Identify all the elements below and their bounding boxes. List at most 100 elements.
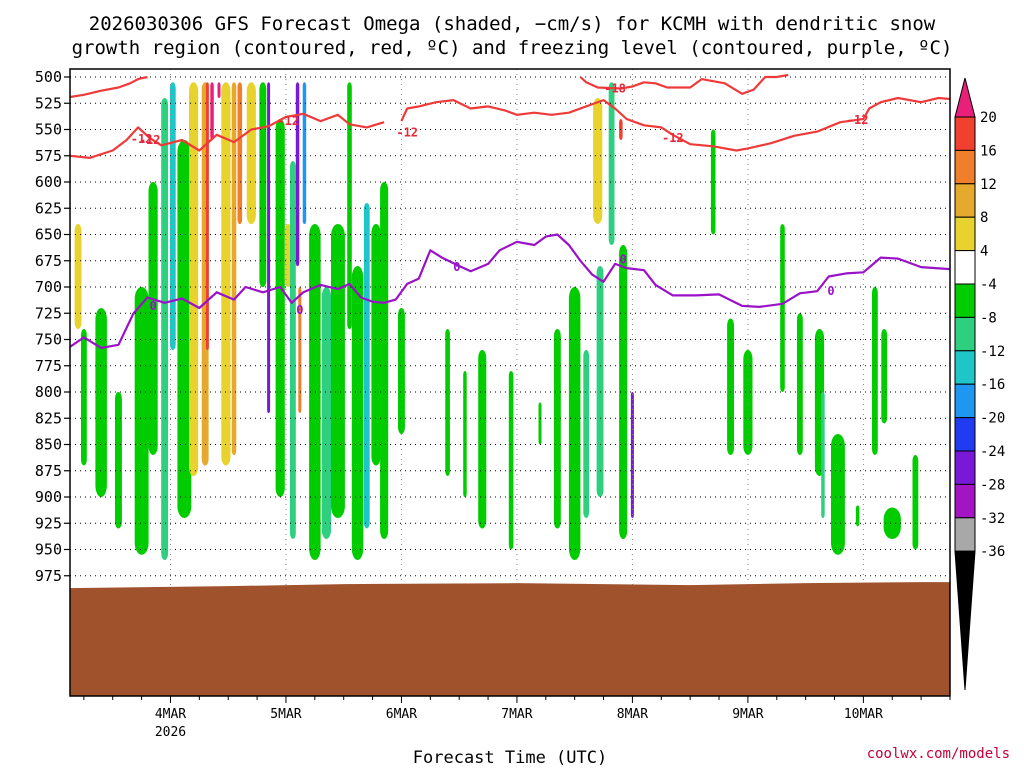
red-contour-0 [70,75,148,99]
y-tick-label-875: 875 [35,462,62,480]
y-tick-label-500: 500 [35,68,62,86]
colorbar-label--32: -32 [980,511,1005,527]
omega-cell-25 [302,82,307,225]
omega-cell-23 [295,82,300,267]
omega-cell-63 [821,392,825,518]
omega-cell-54 [701,266,707,335]
colorbar-label-4: 4 [980,244,988,260]
colorbar-bottom-arrow [954,550,976,691]
colorbar-box-5 [954,250,976,285]
omega-cell-36 [423,381,426,403]
chart-title-line1: 2026030306 GFS Forecast Omega (shaded, −… [89,13,936,35]
red-contour-extra-label-1: -12 [396,126,418,140]
omega-cell-39 [478,350,487,529]
y-tick-label-700: 700 [35,278,62,296]
omega-cell-51 [636,82,640,193]
chart-title-line2: growth region (contoured, red, ºC) and f… [72,37,953,59]
omega-cell-15 [231,82,237,456]
y-tick-label-925: 925 [35,514,62,532]
omega-cell-9 [189,82,199,477]
omega-cell-26 [309,224,321,560]
x-tick-label-8MAR: 8MAR [617,707,648,722]
x-axis-title: Forecast Time (UTC) [413,748,607,768]
omega-cell-24 [298,287,302,413]
y-tick-label-750: 750 [35,331,62,349]
omega-cell-38 [463,371,467,497]
omega-cell-3 [115,392,122,529]
y-tick-label-775: 775 [35,357,62,375]
omega-cell-13 [217,82,221,99]
omega-cell-17 [246,82,256,225]
y-axis: 500 525 550 575 600 625 650 675 700 725 750 775 800 8… [35,68,70,585]
colorbar-label--36: -36 [980,544,1005,560]
colorbar-label-12: 12 [980,177,997,193]
y-tick-label-550: 550 [35,121,62,139]
omega-cell-12 [210,82,214,141]
y-tick-label-975: 975 [35,567,62,585]
omega-cell-33 [380,182,389,539]
red-contour-label-2: -12 [277,114,299,128]
purple-contour-extra-label-1: 0 [296,303,303,317]
colorbar-label--12: -12 [980,344,1005,360]
red-contour-1 [579,73,789,95]
colorbar-label--16: -16 [980,377,1005,393]
omega-cell-65 [843,166,849,246]
colorbar-box-1 [954,116,976,151]
red-contour-extra-label-0: -12 [139,133,161,147]
omega-cell-4 [134,287,149,555]
omega-cell-41 [538,402,542,445]
omega-cell-70 [912,455,919,550]
dgz-red-contours [70,73,950,159]
colorbar-label-20: 20 [980,110,997,126]
omega-cell-49 [619,245,628,539]
omega-cell-18 [259,82,267,288]
colorbar-box-4 [954,216,976,252]
omega-cell-32 [371,224,381,466]
omega-cell-42 [553,329,561,529]
omega-cell-57 [739,82,745,109]
red-contour-label-3: -12 [131,132,153,146]
colorbar-label--20: -20 [980,411,1005,427]
y-tick-label-525: 525 [35,94,62,112]
colorbar-box-6 [954,283,976,318]
y-tick-label-725: 725 [35,304,62,322]
omega-cell-53 [687,82,693,204]
x-axis: 4MAR 2026 5MAR 6MAR 7MAR 8MAR 9MAR 10MAR [83,696,951,740]
omega-cell-60 [780,224,785,392]
omega-cell-45 [593,98,603,224]
colorbar-box-12 [954,483,976,519]
omega-cell-22 [290,161,296,539]
omega-cell-69 [883,507,901,539]
omega-cell-52 [653,82,658,141]
y-tick-label-850: 850 [35,436,62,454]
omega-cell-0 [74,224,82,329]
colorbar-box-7 [954,316,976,352]
omega-cell-7 [169,82,176,351]
y-tick-label-825: 825 [35,409,62,427]
red-contour-extra-label-2: -12 [662,131,684,145]
colorbar-top-arrow [954,77,976,118]
colorbar-label--28: -28 [980,477,1005,493]
omega-cell-68 [881,329,888,424]
omega-cell-5 [148,182,158,455]
omega-cell-27 [321,287,331,539]
omega-cell-64 [831,434,845,555]
omega-cell-67 [872,287,878,455]
omega-cell-37 [445,329,450,476]
purple-contour-extra-label-3: 0 [827,284,834,298]
omega-shading [74,82,950,560]
x-tick-label-4MAR: 4MAR [155,707,186,722]
y-tick-label-600: 600 [35,173,62,191]
x-tick-label-7MAR: 7MAR [501,707,532,722]
omega-cell-47 [608,82,615,246]
x-tick-sublabel-4MAR: 2026 [155,725,186,740]
colorbar-box-9 [954,383,976,419]
purple-contour-extra-label-2: 0 [620,253,627,267]
colorbar-label--24: -24 [980,444,1005,460]
omega-cell-30 [351,266,364,560]
omega-cell-46 [596,266,604,497]
red-contour-label-0: -18 [604,82,626,96]
y-tick-label-650: 650 [35,226,62,244]
omega-cell-43 [568,287,581,560]
